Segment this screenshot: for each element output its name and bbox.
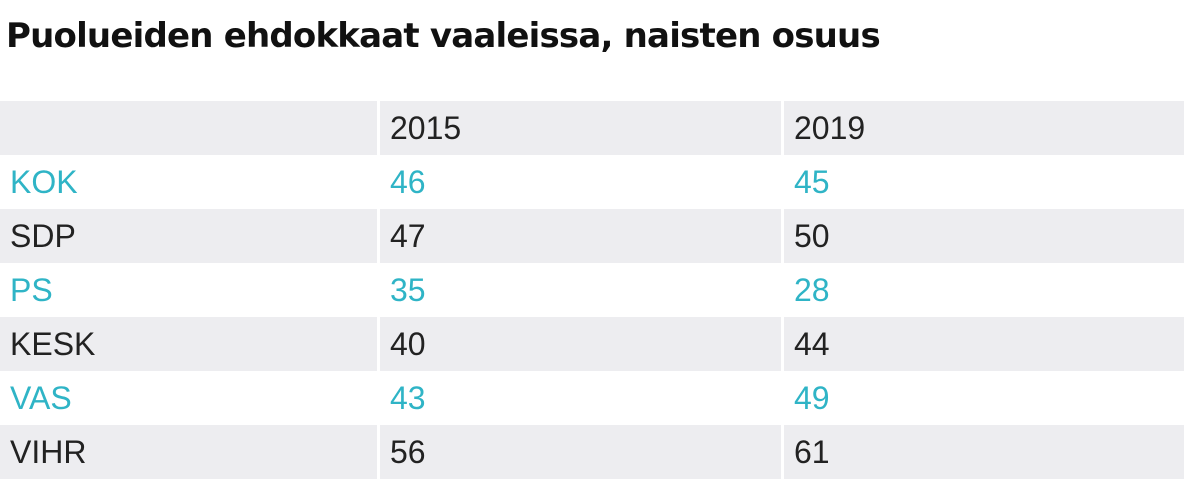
header-cell-2019: 2019 bbox=[781, 101, 1184, 155]
value-cell-2019: 45 bbox=[781, 155, 1184, 209]
table-row-kok: KOK 46 45 bbox=[0, 155, 1184, 209]
party-cell: VAS bbox=[10, 380, 72, 416]
party-cell: KOK bbox=[10, 164, 78, 200]
chart-title: Puolueiden ehdokkaat vaaleissa, naisten … bbox=[6, 16, 881, 56]
party-cell: SDP bbox=[10, 218, 76, 254]
table-row-vas: VAS 43 49 bbox=[0, 371, 1184, 425]
data-table: 2015 2019 KOK 46 45 SDP 47 50 PS 35 28 K… bbox=[0, 101, 1184, 479]
value-cell-2015: 43 bbox=[377, 371, 781, 425]
value-cell-2019: 49 bbox=[781, 371, 1184, 425]
party-cell: KESK bbox=[10, 326, 96, 362]
value-cell-2015: 47 bbox=[377, 209, 781, 263]
header-cell-2015: 2015 bbox=[377, 101, 781, 155]
header-cell-party bbox=[0, 101, 377, 155]
value-cell-2019: 61 bbox=[781, 425, 1184, 479]
value-cell-2015: 46 bbox=[377, 155, 781, 209]
value-cell-2019: 28 bbox=[781, 263, 1184, 317]
table-row-sdp: SDP 47 50 bbox=[0, 209, 1184, 263]
value-cell-2019: 44 bbox=[781, 317, 1184, 371]
table-row-vihr: VIHR 56 61 bbox=[0, 425, 1184, 479]
value-cell-2019: 50 bbox=[781, 209, 1184, 263]
value-cell-2015: 56 bbox=[377, 425, 781, 479]
party-cell: VIHR bbox=[10, 434, 87, 470]
table-header-row: 2015 2019 bbox=[0, 101, 1184, 155]
table-row-ps: PS 35 28 bbox=[0, 263, 1184, 317]
value-cell-2015: 40 bbox=[377, 317, 781, 371]
party-cell: PS bbox=[10, 272, 53, 308]
value-cell-2015: 35 bbox=[377, 263, 781, 317]
table-row-kesk: KESK 40 44 bbox=[0, 317, 1184, 371]
